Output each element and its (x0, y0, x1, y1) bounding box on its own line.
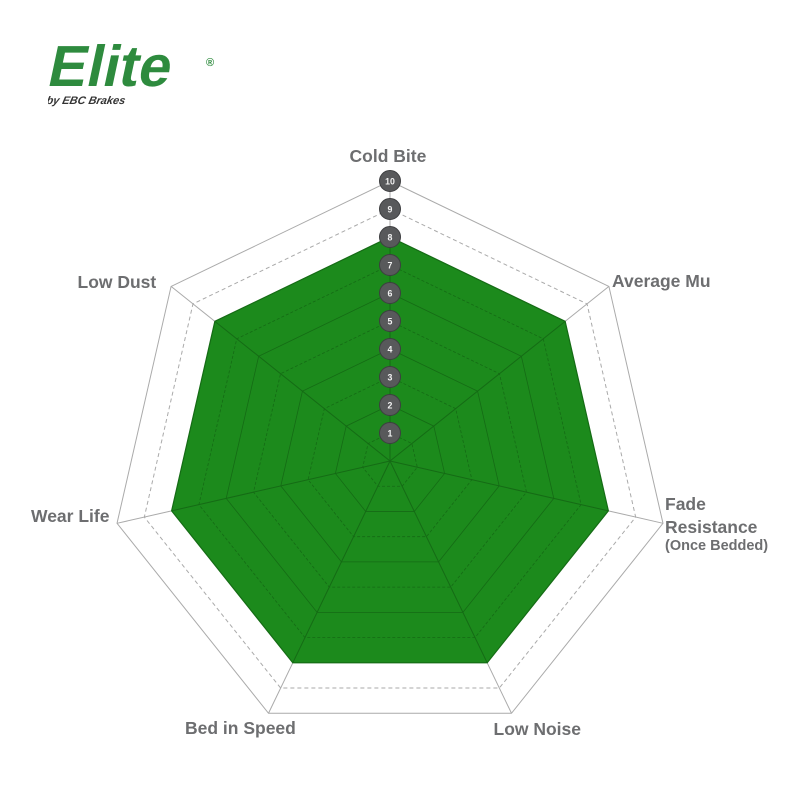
svg-text:®: ® (206, 57, 214, 69)
svg-text:1: 1 (388, 429, 393, 439)
svg-text:5: 5 (388, 317, 393, 327)
svg-text:9: 9 (388, 205, 393, 215)
svg-text:by EBC Brakes: by EBC Brakes (48, 95, 127, 107)
svg-text:Elite: Elite (48, 35, 179, 99)
svg-text:6: 6 (388, 289, 393, 299)
svg-text:3: 3 (388, 373, 393, 383)
svg-text:8: 8 (388, 233, 393, 243)
svg-text:2: 2 (388, 401, 393, 411)
svg-text:4: 4 (388, 345, 393, 355)
svg-text:10: 10 (385, 177, 395, 187)
svg-text:7: 7 (388, 261, 393, 271)
